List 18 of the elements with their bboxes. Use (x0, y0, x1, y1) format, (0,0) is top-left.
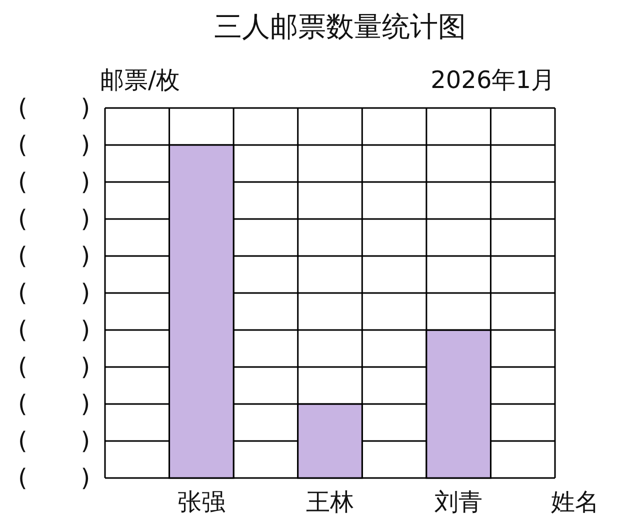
x-tick-label: 刘青 (434, 488, 483, 516)
text: ( ) (18, 279, 90, 307)
text: ( ) (18, 94, 90, 122)
text: ( ) (18, 427, 90, 455)
y-axis-title: 邮票/枚 (100, 66, 180, 94)
text: ( ) (18, 168, 90, 196)
chart-title: 三人邮票数量统计图 (214, 10, 466, 43)
text: ( ) (18, 242, 90, 270)
text: ( ) (18, 353, 90, 381)
text: ( ) (18, 316, 90, 344)
text: ( ) (18, 131, 90, 159)
x-tick-label: 张强 (177, 488, 226, 516)
text: ( ) (18, 390, 90, 418)
chart-subtitle: 2026年1月 (430, 66, 555, 94)
x-axis-title: 姓名 (551, 488, 599, 516)
text: ( ) (18, 205, 90, 233)
x-tick-label: 王林 (306, 488, 354, 516)
text: ( ) (18, 464, 90, 492)
